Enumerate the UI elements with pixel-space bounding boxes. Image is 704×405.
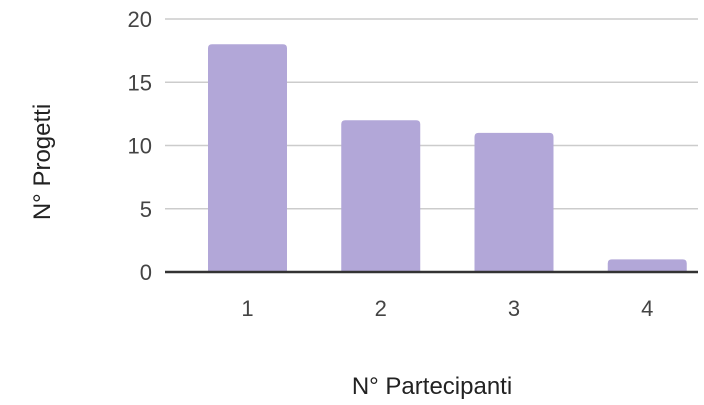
- bar-1: [208, 44, 287, 272]
- x-tick-label: 1: [241, 296, 253, 321]
- x-tick-label: 3: [508, 296, 520, 321]
- y-tick-label: 20: [128, 7, 152, 32]
- bar-3: [474, 132, 554, 272]
- x-tick-label: 2: [375, 296, 387, 321]
- y-tick-label: 0: [140, 260, 152, 285]
- y-axis-title: N° Progetti: [29, 104, 56, 220]
- x-tick-label: 4: [641, 296, 653, 321]
- x-axis-title: N° Partecipanti: [352, 373, 512, 400]
- y-tick-label: 10: [128, 134, 152, 159]
- y-tick-label: 15: [128, 70, 152, 95]
- x-tick-labels: 1 2 3 4: [241, 296, 653, 321]
- bar-4: [607, 259, 687, 272]
- bars: [208, 44, 687, 272]
- bar-2: [341, 120, 421, 272]
- y-tick-labels: 0 5 10 15 20: [128, 7, 152, 285]
- y-tick-label: 5: [140, 197, 152, 222]
